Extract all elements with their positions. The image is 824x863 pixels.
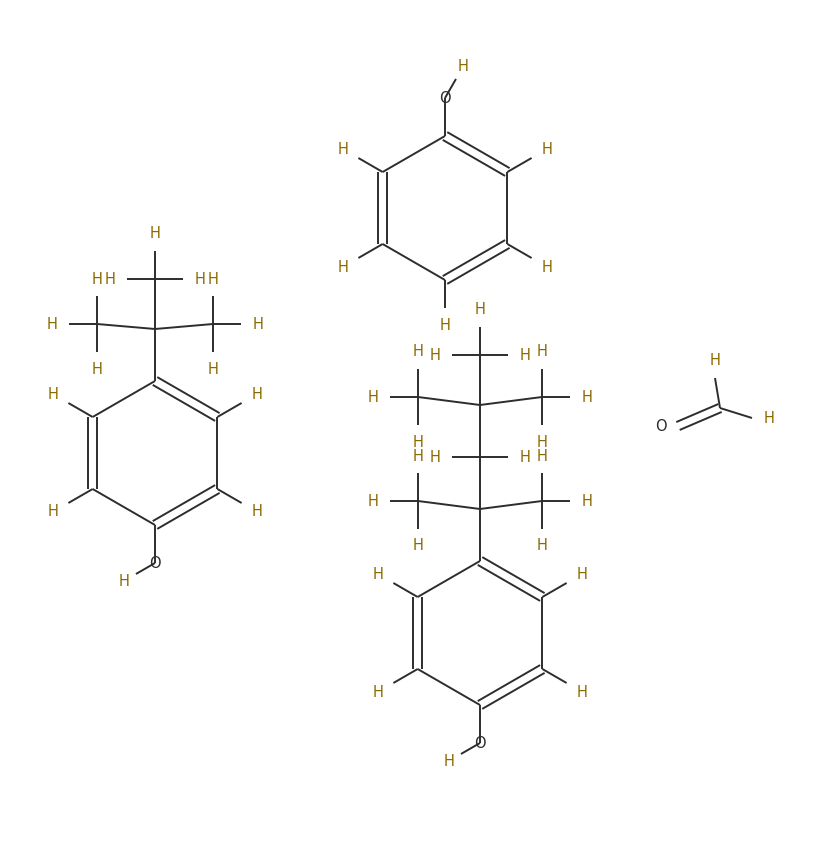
Text: H: H <box>252 505 263 520</box>
Text: H: H <box>253 317 264 331</box>
Text: O: O <box>655 419 667 433</box>
Text: H: H <box>582 494 592 508</box>
Text: H: H <box>520 348 531 362</box>
Text: H: H <box>536 449 547 463</box>
Text: H: H <box>119 574 129 589</box>
Text: H: H <box>208 272 218 287</box>
Text: H: H <box>475 303 485 318</box>
Text: H: H <box>368 494 378 508</box>
Text: H: H <box>194 272 205 287</box>
Text: H: H <box>457 60 468 74</box>
Text: H: H <box>372 684 383 700</box>
Text: H: H <box>372 566 383 582</box>
Text: O: O <box>439 91 451 105</box>
Text: O: O <box>149 556 161 570</box>
Text: H: H <box>536 434 547 450</box>
Text: H: H <box>541 142 553 156</box>
Text: H: H <box>413 434 424 450</box>
Text: H: H <box>47 387 59 401</box>
Text: H: H <box>252 387 263 401</box>
Text: H: H <box>47 317 58 331</box>
Text: H: H <box>429 348 441 362</box>
Text: H: H <box>208 362 218 376</box>
Text: H: H <box>413 539 424 553</box>
Text: H: H <box>368 389 378 405</box>
Text: H: H <box>413 449 424 463</box>
Text: H: H <box>91 362 102 376</box>
Text: H: H <box>150 226 161 242</box>
Text: H: H <box>541 260 553 274</box>
Text: H: H <box>709 352 720 368</box>
Text: O: O <box>474 735 486 751</box>
Text: H: H <box>337 260 349 274</box>
Text: H: H <box>520 450 531 464</box>
Text: H: H <box>443 753 454 768</box>
Text: H: H <box>439 318 451 333</box>
Text: H: H <box>582 389 592 405</box>
Text: H: H <box>413 344 424 360</box>
Text: H: H <box>764 411 775 425</box>
Text: H: H <box>429 450 441 464</box>
Text: H: H <box>105 272 115 287</box>
Text: H: H <box>337 142 349 156</box>
Text: H: H <box>577 566 588 582</box>
Text: H: H <box>91 272 102 287</box>
Text: H: H <box>577 684 588 700</box>
Text: H: H <box>536 344 547 360</box>
Text: H: H <box>536 539 547 553</box>
Text: H: H <box>47 505 59 520</box>
